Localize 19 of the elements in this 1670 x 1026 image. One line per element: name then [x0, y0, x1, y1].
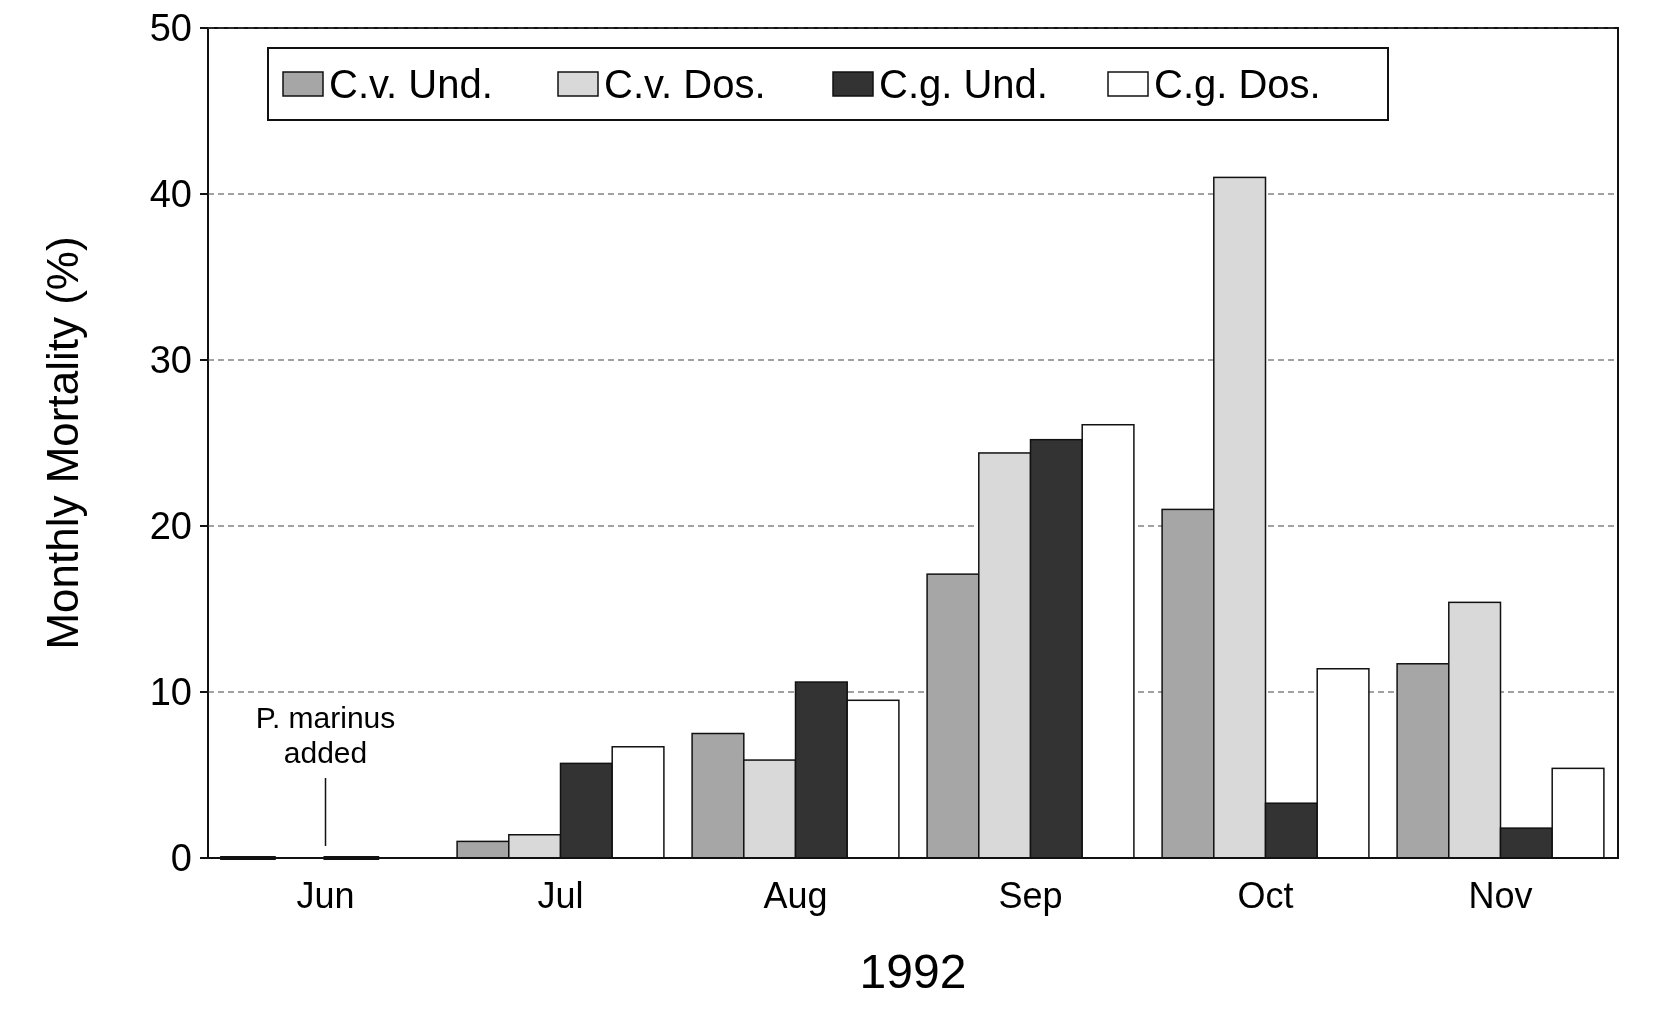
x-axis-title: 1992 — [859, 945, 967, 998]
x-tick-label: Nov — [1468, 875, 1533, 916]
legend-label: C.v. Dos. — [604, 62, 766, 106]
x-tick-label: Jun — [296, 875, 355, 916]
y-axis-title: Monthly Mortality (%) — [38, 236, 87, 650]
y-tick-label: 10 — [149, 671, 192, 714]
annotation: P. marinus added — [255, 701, 396, 769]
legend-label: C.v. Und. — [329, 62, 493, 106]
y-tick-label: 0 — [170, 837, 192, 880]
y-tick-label: 30 — [149, 339, 192, 382]
x-tick-label: Aug — [763, 875, 828, 916]
x-tick-label: Oct — [1237, 875, 1294, 916]
x-tick-label: Sep — [998, 875, 1063, 916]
y-tick-label: 40 — [149, 173, 192, 216]
legend-label: C.g. Dos. — [1154, 62, 1321, 106]
y-tick-label: 20 — [149, 505, 192, 548]
legend-label: C.g. Und. — [879, 62, 1048, 106]
x-tick-label: Jul — [537, 875, 584, 916]
y-tick-label: 50 — [149, 7, 192, 50]
